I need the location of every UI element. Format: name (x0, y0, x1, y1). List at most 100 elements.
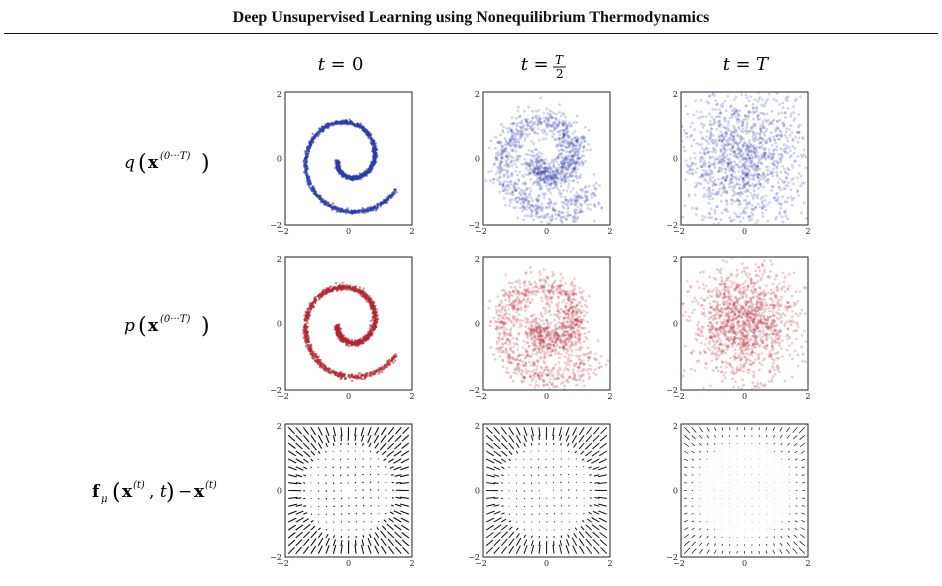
data-point (765, 112, 769, 116)
data-point (532, 218, 535, 222)
data-point (736, 113, 740, 117)
col-header-rhs: T (555, 53, 564, 67)
data-point (740, 93, 743, 96)
data-point (756, 196, 760, 200)
data-point (791, 163, 794, 167)
data-point (355, 211, 358, 214)
data-point (730, 198, 733, 202)
data-point (359, 175, 362, 178)
data-point (533, 148, 537, 151)
data-point (575, 121, 578, 124)
data-point (769, 131, 773, 135)
data-point (784, 183, 788, 187)
row-label-arg: x (148, 316, 159, 336)
data-point (536, 199, 539, 203)
col-header-eq: = (533, 54, 548, 75)
data-point (583, 139, 586, 143)
data-point (536, 120, 540, 123)
data-point (723, 143, 727, 147)
data-point (529, 158, 533, 162)
data-point (728, 216, 732, 220)
data-point (719, 218, 723, 222)
data-point (577, 142, 581, 146)
data-point (711, 138, 715, 142)
data-point (593, 205, 597, 209)
data-point (515, 182, 519, 186)
data-point (562, 215, 566, 219)
data-point (557, 121, 561, 125)
data-point (735, 152, 738, 156)
data-point (546, 183, 550, 186)
data-point (726, 123, 730, 127)
data-point (570, 198, 573, 202)
data-point (715, 205, 719, 209)
paren-open: ( (138, 314, 147, 339)
data-point (761, 195, 765, 199)
data-point (795, 131, 799, 134)
data-point (531, 117, 535, 120)
data-point (798, 123, 801, 127)
data-point (545, 205, 548, 209)
data-point (764, 208, 768, 212)
data-point (544, 137, 548, 141)
data-point (699, 158, 703, 162)
data-point (750, 217, 754, 221)
data-point (769, 152, 773, 156)
data-point (564, 116, 567, 119)
data-point (498, 190, 502, 194)
data-point (760, 206, 764, 210)
data-point (572, 167, 576, 170)
data-point (531, 204, 535, 208)
data-point (757, 186, 760, 190)
data-point (560, 160, 564, 164)
data-point (708, 211, 711, 215)
panel-grid: −2 0 2−202−2 0 2−202−2 0 2−202−2 0 2−202−2 0 2−202… (270, 90, 810, 568)
data-point (361, 209, 365, 212)
data-point (710, 162, 713, 166)
data-point (791, 137, 795, 141)
data-point (503, 147, 507, 151)
data-point (684, 159, 688, 163)
data-point (559, 176, 563, 179)
data-point (500, 123, 503, 126)
row-label-p: p ( x (0···T) ) (124, 314, 210, 339)
data-point (707, 192, 710, 195)
data-point (780, 111, 783, 115)
data-point (792, 111, 796, 114)
data-point (557, 163, 560, 167)
data-point (707, 160, 711, 164)
data-point (355, 177, 358, 180)
data-point (718, 108, 722, 111)
data-point (529, 189, 533, 193)
data-point (707, 101, 711, 105)
data-point (531, 110, 535, 113)
data-point (550, 181, 554, 185)
data-point (725, 203, 729, 206)
data-point (575, 197, 579, 200)
data-point (516, 139, 520, 143)
data-point (713, 209, 717, 212)
col-header-lhs: t (723, 54, 731, 75)
data-point (523, 214, 527, 218)
data-point (757, 138, 761, 142)
data-point (690, 171, 694, 175)
data-point (518, 170, 521, 174)
data-point (708, 197, 711, 201)
data-point (695, 142, 699, 145)
data-point (739, 174, 743, 178)
data-point (763, 152, 767, 155)
data-point (775, 199, 779, 203)
data-point (506, 180, 509, 184)
data-point (540, 152, 543, 156)
data-point (565, 127, 568, 130)
data-point (691, 161, 694, 165)
data-point (720, 139, 724, 143)
data-point (351, 379, 354, 383)
data-point (556, 156, 560, 159)
scatter-points (484, 96, 604, 226)
data-point (763, 134, 767, 137)
data-point (574, 147, 578, 151)
data-point (523, 181, 527, 185)
data-point (510, 136, 514, 140)
data-point (785, 176, 789, 180)
